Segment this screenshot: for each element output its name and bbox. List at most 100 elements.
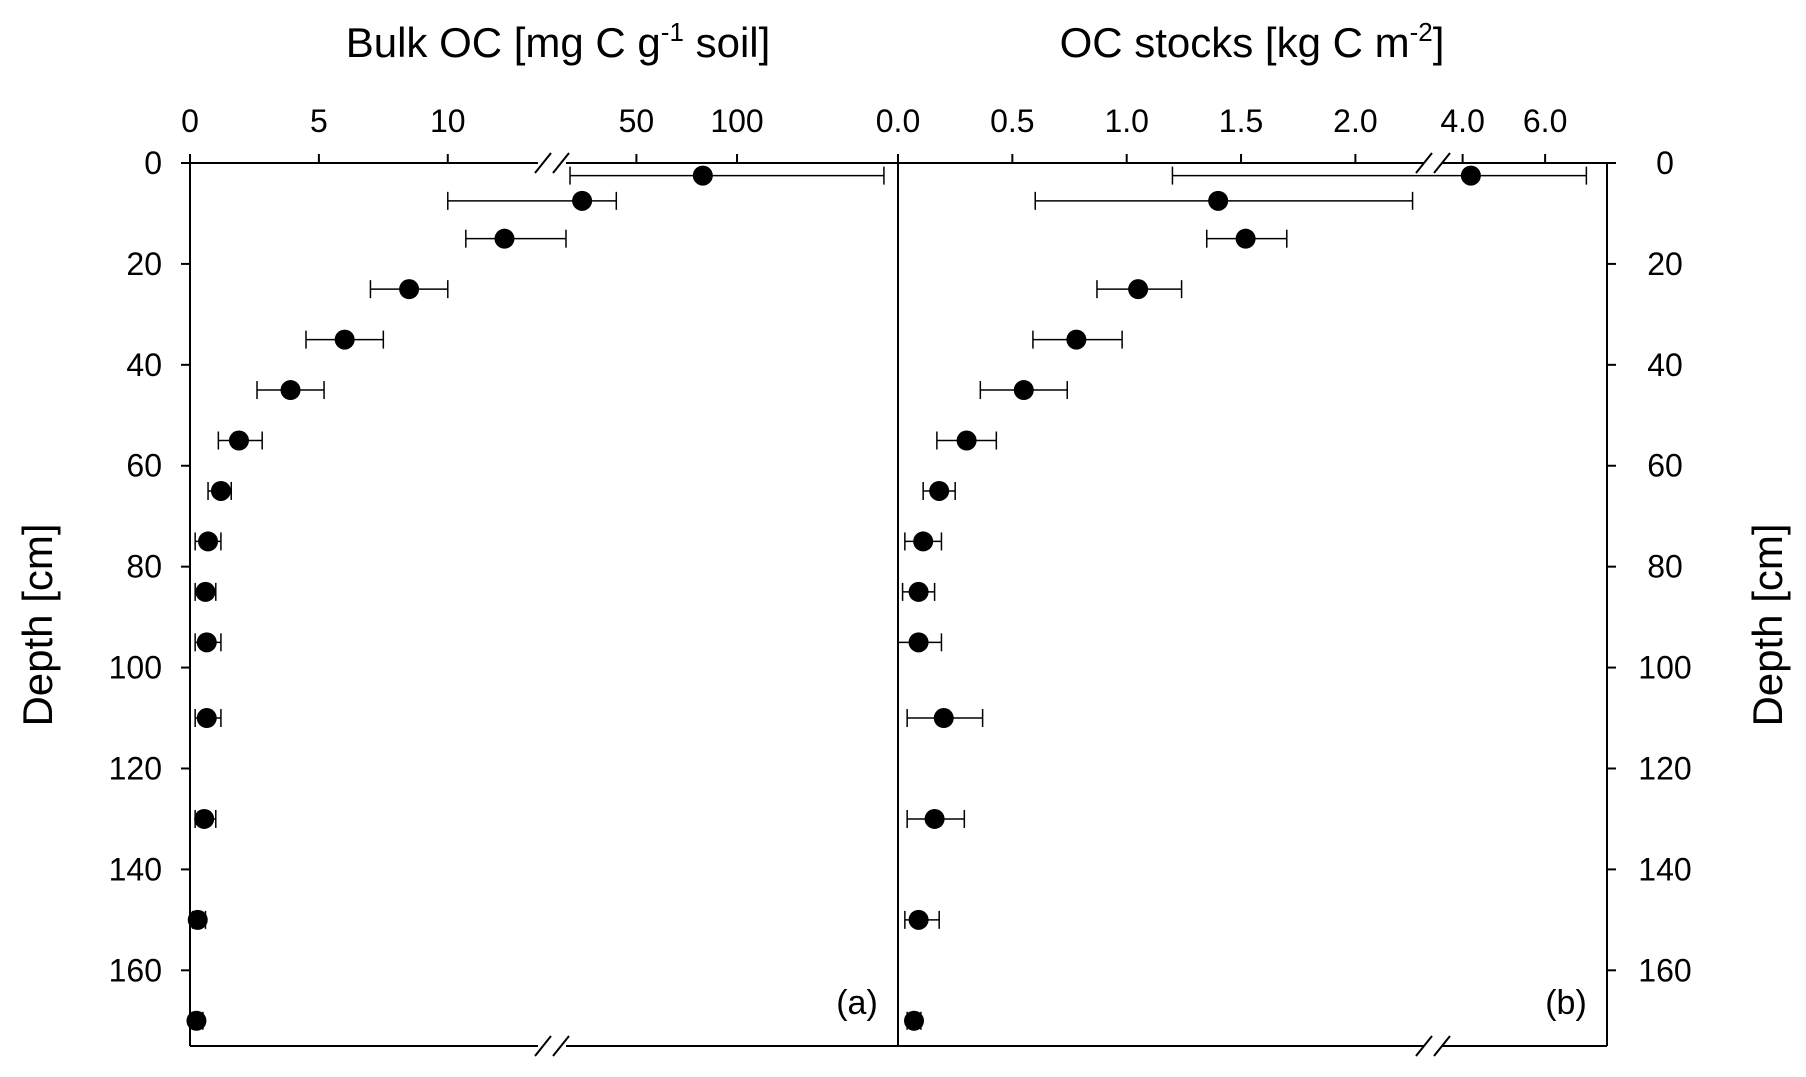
panel-b-data-point-group: [936, 430, 998, 451]
panel-b-data-point: [924, 808, 945, 829]
panel-a-data-point: [399, 279, 420, 300]
panel-b-xtick-label: 4.0: [1440, 103, 1484, 139]
panel-b-data-point-group: [979, 380, 1068, 401]
panel-a-data-point-group: [569, 165, 885, 186]
panel-b-xtick-label: 0.0: [876, 103, 920, 139]
panel-a-data-point: [572, 190, 593, 211]
panel-a-xtick-label: 0: [181, 103, 199, 139]
panel-b-xlabel-sup: -2: [1410, 17, 1433, 47]
panel-a-data-point: [196, 632, 217, 653]
panel-a-data-point: [187, 909, 208, 930]
panel-b-data-point: [929, 480, 950, 501]
panel-a-data-point-group: [186, 1010, 207, 1031]
panel-a-axis-break-mark-bottom-1: [552, 1035, 570, 1057]
panel-b-ytick-label: 60: [1647, 448, 1683, 484]
panel-a-data-point: [194, 808, 215, 829]
panel-b-ytick-label: 80: [1647, 549, 1683, 585]
panel-a-data-point-group: [187, 909, 208, 930]
panel-a-axis-break-mark-bottom-0: [534, 1035, 552, 1057]
panel-b-data-point-group: [1032, 329, 1123, 350]
panel-b-ytick-label: 140: [1638, 851, 1691, 887]
panel-b-data-point-group: [906, 808, 966, 829]
panel-a-data-point: [334, 329, 355, 350]
panel-b-data-point: [908, 632, 929, 653]
panel-b-data-point: [904, 1010, 925, 1031]
panel-b-ytick-label: 20: [1647, 246, 1683, 282]
panel-a-xtick-label: 10: [430, 103, 466, 139]
panel-a-ytick-label: 160: [109, 952, 162, 988]
panel-b-xlabel: OC stocks [kg C m-2]: [1060, 17, 1445, 66]
panel-a-data-point: [195, 581, 216, 602]
panel-b-data-point-group: [897, 632, 943, 653]
panel-a-data-point-group: [194, 632, 222, 653]
panel-a-ytick-label: 20: [126, 246, 162, 282]
panel-b-data-point-group: [1034, 190, 1414, 211]
panel-a-data-point-group: [194, 808, 217, 829]
panel-b-data-point: [1235, 228, 1256, 249]
panel-a-xlabel: Bulk OC [mg C g-1 soil]: [346, 17, 771, 66]
panel-a-xtick-label: 50: [619, 103, 655, 139]
panel-a-data-point: [228, 430, 249, 451]
panel-a-ytick-label: 0: [144, 145, 162, 181]
panel-a-data-point-group: [207, 480, 232, 501]
panel-b-data-point-group: [1171, 165, 1588, 186]
panel-b-data-point-group: [904, 909, 940, 930]
panel-a-axis-break-mark-top-0: [534, 152, 552, 174]
panel-a-data-point-group: [465, 228, 567, 249]
panel-a-data-point: [196, 708, 217, 729]
panel-a-data-point-group: [194, 708, 222, 729]
panel-a-data-point-group: [217, 430, 263, 451]
panel-a-axis-break-mark-top-1: [552, 152, 570, 174]
panel-b-axis-break-mark-top-1: [1433, 152, 1451, 174]
panel-a-ytick-label: 140: [109, 851, 162, 887]
panel-a-data-point: [198, 531, 219, 552]
panel-a-xlabel-main: Bulk OC [mg C g: [346, 19, 661, 66]
panel-b-xtick-label: 0.5: [990, 103, 1034, 139]
panel-a-data-point-group: [305, 329, 385, 350]
panel-a-ytick-label: 80: [126, 549, 162, 585]
panel-a-data-point-group: [194, 531, 222, 552]
panel-b-ytick-label: 100: [1638, 650, 1691, 686]
panel-b-data-point-group: [904, 531, 943, 552]
panel-b-xlabel-main: OC stocks [kg C m: [1060, 19, 1410, 66]
panel-a-data-point-group: [447, 190, 618, 211]
plot-layer: 0 5 10 50 100 0 20 40 60 80 100 120 140 160 0.0 0.5 1.0 1…: [109, 103, 1692, 1057]
panel-b-axis-break-mark-top-0: [1415, 152, 1433, 174]
panel-b-ytick-label: 40: [1647, 347, 1683, 383]
panel-b-data-point: [1066, 329, 1087, 350]
panel-a-xtick-label: 5: [310, 103, 328, 139]
panel-b-data-point: [956, 430, 977, 451]
panel-b-data-point: [1128, 279, 1149, 300]
panel-b-data-point-group: [1096, 279, 1183, 300]
panel-b-xtick-label: 6.0: [1523, 103, 1567, 139]
panel-b-xtick-label: 1.5: [1219, 103, 1263, 139]
panel-a-data-point: [494, 228, 515, 249]
panel-b-label: (b): [1545, 984, 1587, 1022]
panel-a-label: (a): [836, 984, 878, 1022]
panel-b-data-point-group: [1205, 228, 1288, 249]
panel-b-ytick-label: 160: [1638, 952, 1691, 988]
panel-a-ytick-label: 120: [109, 750, 162, 786]
panel-b-ytick-label: 0: [1656, 145, 1674, 181]
panel-a-data-point: [280, 380, 301, 401]
panel-a-data-point-group: [256, 380, 325, 401]
panel-a-data-point-group: [369, 279, 449, 300]
panel-a-ytick-label: 100: [109, 650, 162, 686]
panel-a-xlabel-tail: soil]: [684, 19, 770, 66]
left-ylabel: Depth [cm]: [14, 523, 61, 726]
panel-a-xlabel-sup: -1: [661, 17, 684, 47]
panel-a-ytick-label: 40: [126, 347, 162, 383]
panel-b-data-point: [1460, 165, 1481, 186]
panel-b-data-point: [1208, 190, 1229, 211]
panel-b-data-point-group: [906, 708, 984, 729]
panel-a-data-point: [692, 165, 713, 186]
panel-b-data-point-group: [922, 480, 956, 501]
panel-a-data-point: [186, 1010, 207, 1031]
panel-b-ytick-label: 120: [1638, 750, 1691, 786]
panel-b-data-point: [913, 531, 934, 552]
panel-b-xtick-label: 2.0: [1333, 103, 1377, 139]
panel-b-axis-break-mark-bottom-1: [1433, 1035, 1451, 1057]
panel-b-xtick-label: 1.0: [1104, 103, 1148, 139]
